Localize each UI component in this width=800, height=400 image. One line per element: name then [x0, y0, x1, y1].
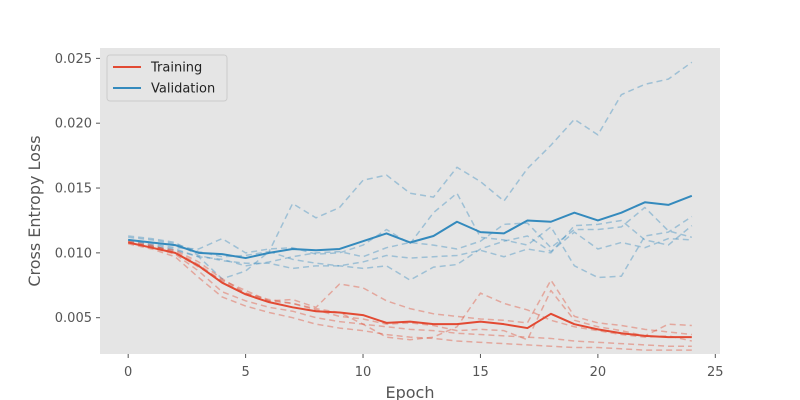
y-axis-label: Cross Entropy Loss: [25, 135, 44, 286]
legend-training-label: Training: [150, 61, 202, 76]
x-tick-label: 5: [241, 365, 249, 380]
axis-ticks: 0 5 10 15 20 25 0.005 0.010 0.015 0.020 0.025: [55, 52, 724, 380]
x-tick-label: 25: [707, 365, 724, 380]
mean-lines: [127, 194, 693, 339]
x-tick-label: 10: [355, 365, 372, 380]
training-run-line: [128, 241, 692, 342]
training-run-line: [128, 240, 692, 341]
training-mean-line: [127, 241, 692, 339]
x-tick-label: 20: [590, 365, 607, 380]
y-tick-label: 0.020: [55, 117, 92, 132]
x-tick-label: 0: [124, 365, 132, 380]
y-tick-label: 0.015: [55, 182, 92, 197]
validation-run-line: [128, 219, 693, 270]
validation-run-line: [128, 206, 693, 267]
y-tick-label: 0.010: [55, 246, 92, 261]
training-run-line: [128, 241, 692, 336]
legend-validation-label: Validation: [151, 82, 215, 97]
legend: Training Validation: [106, 54, 228, 102]
individual-run-lines: [127, 61, 693, 351]
validation-run-line: [128, 231, 692, 281]
x-axis-label: Epoch: [386, 383, 435, 400]
y-tick-label: 0.025: [55, 52, 92, 67]
training-run-line: [128, 243, 692, 351]
training-run-line: [127, 240, 692, 347]
validation-run-line: [128, 61, 693, 258]
x-tick-label: 15: [472, 365, 489, 380]
y-tick-label: 0.005: [55, 311, 92, 326]
validation-mean-line: [128, 194, 693, 260]
